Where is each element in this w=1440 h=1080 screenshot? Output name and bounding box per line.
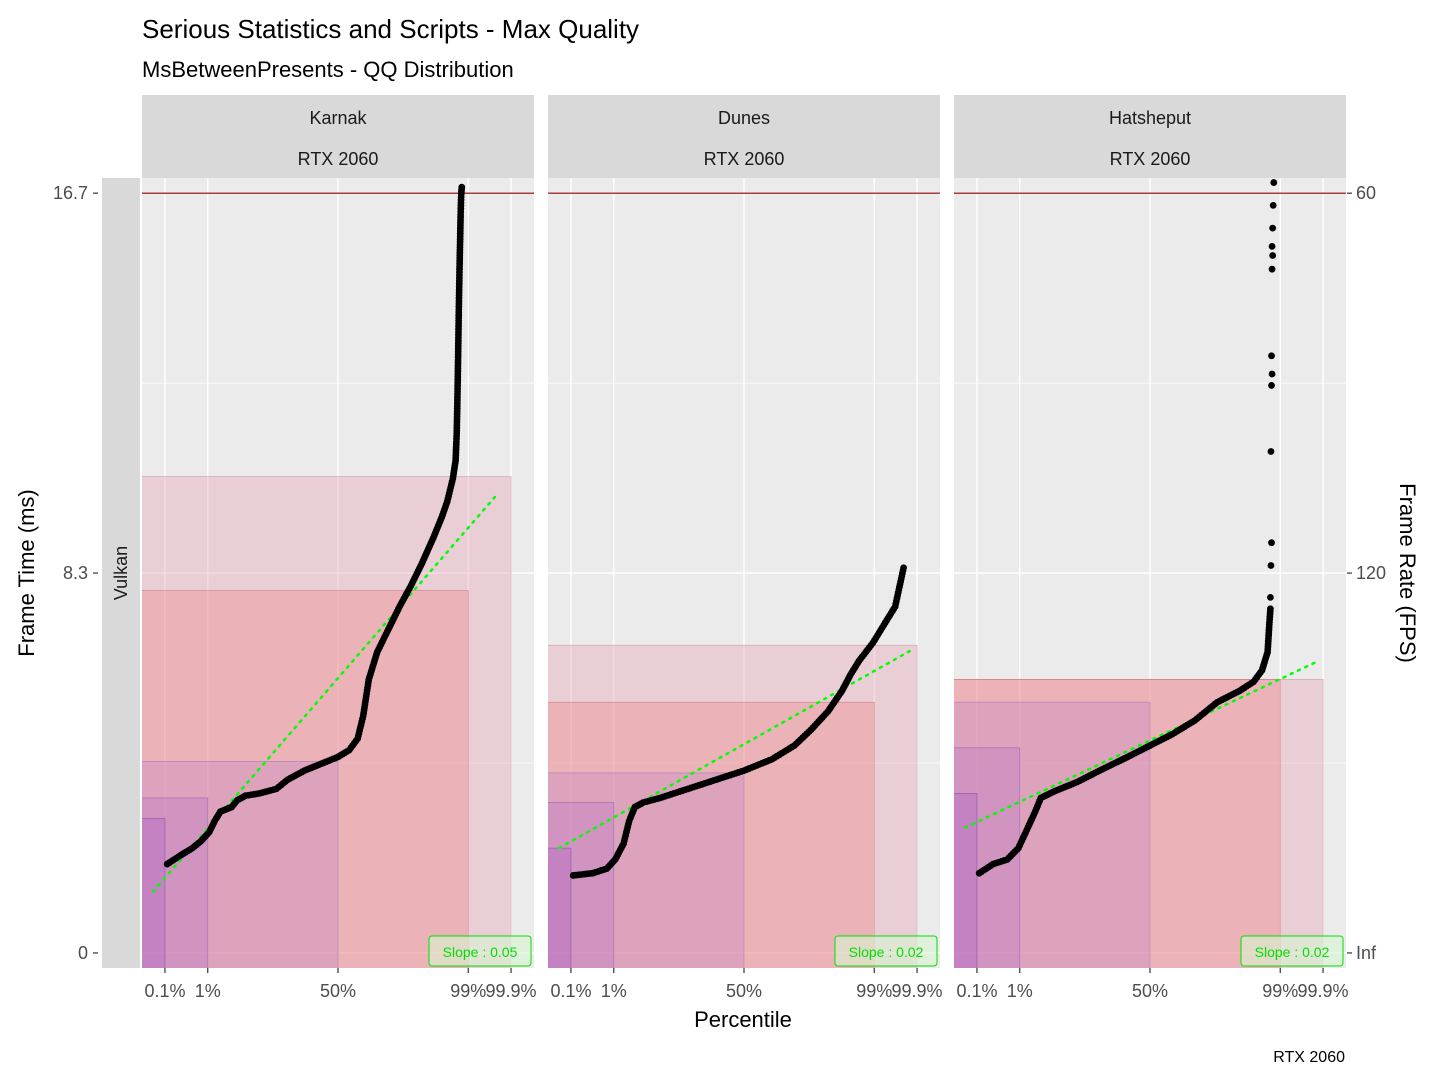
chart-caption: RTX 2060 <box>1273 1049 1345 1066</box>
quantile-rect-q999 <box>142 476 512 968</box>
quantile-rect-q50 <box>954 701 1151 968</box>
data-point <box>1269 252 1277 259</box>
quantile-rect-q99 <box>954 679 1281 968</box>
quantile-rect-q001 <box>954 793 978 968</box>
x-tick-label: 0.1% <box>956 981 997 1001</box>
data-point <box>1268 242 1276 250</box>
data-point <box>1268 382 1275 389</box>
facet-strip <box>142 95 534 178</box>
y-tick-label-right: Inf <box>1356 943 1377 963</box>
quantile-rect-q50 <box>548 772 745 968</box>
y-axis-label-left: Frame Time (ms) <box>14 489 39 656</box>
data-point <box>458 183 466 191</box>
facet-strip-gpu: RTX 2060 <box>298 149 379 169</box>
slope-label: Slope : 0.02 <box>849 944 924 960</box>
facet-panels: Vulkan 0 8.3 16.7 Inf 120 60 Karnak RTX 2060 Slop… <box>53 95 1386 1001</box>
panel-plot-area <box>954 179 1346 968</box>
data-point <box>1268 370 1276 378</box>
x-tick-label: 0.1% <box>550 981 591 1001</box>
x-tick-label: 99% <box>1262 981 1298 1001</box>
facet-strip-scene: Dunes <box>718 108 770 128</box>
x-tick-label: 1% <box>601 981 627 1001</box>
chart-title: Serious Statistics and Scripts - Max Qua… <box>142 14 639 44</box>
facet-strip-gpu: RTX 2060 <box>704 149 785 169</box>
data-point <box>1267 605 1274 613</box>
quantile-rect-q999 <box>548 644 918 968</box>
panel-plot-area <box>142 183 534 968</box>
y-tick-label-right: 60 <box>1356 183 1376 203</box>
slope-label-box <box>834 935 938 967</box>
data-point <box>1270 179 1278 186</box>
slope-label-box <box>1240 935 1344 967</box>
facet-strip <box>548 95 940 178</box>
row-strip <box>102 178 140 968</box>
facet-strip-scene: Hatsheput <box>1109 108 1191 128</box>
panel-plot-area <box>548 192 940 968</box>
x-tick-label: 99.9% <box>1298 981 1349 1001</box>
quantile-rect-q01 <box>548 802 615 968</box>
y-tick-label-left: 16.7 <box>53 183 88 203</box>
x-tick-label: 99.9% <box>486 981 537 1001</box>
data-point <box>900 564 907 572</box>
y-tick-label-right: 120 <box>1356 563 1386 583</box>
quantile-rect-q001 <box>142 818 166 968</box>
chart-subtitle: MsBetweenPresents - QQ Distribution <box>142 57 514 82</box>
quantile-rect-q999 <box>954 679 1324 968</box>
x-tick-label: 99% <box>856 981 892 1001</box>
panel-karnak: Karnak RTX 2060 Slope : 0.05 0.1% 1% 50% 99% 99… <box>142 95 537 1001</box>
x-tick-label: 99.9% <box>892 981 943 1001</box>
x-tick-label: 1% <box>195 981 221 1001</box>
quantile-rect-q99 <box>142 590 469 968</box>
x-tick-label: 0.1% <box>144 981 185 1001</box>
data-point <box>1268 352 1275 360</box>
slope-label-box <box>428 935 532 967</box>
data-point <box>1267 593 1274 601</box>
quantile-rect-q01 <box>142 797 209 968</box>
y-tick-label-left: 0 <box>78 943 88 963</box>
x-tick-label: 50% <box>1132 981 1168 1001</box>
facet-strip-gpu: RTX 2060 <box>1110 149 1191 169</box>
fit-line <box>557 648 914 850</box>
slope-label: Slope : 0.02 <box>1255 944 1330 960</box>
x-tick-label: 50% <box>726 981 762 1001</box>
data-point <box>1267 562 1275 569</box>
slope-label: Slope : 0.05 <box>443 944 518 960</box>
x-tick-label: 1% <box>1007 981 1033 1001</box>
x-tick-label: 50% <box>320 981 356 1001</box>
y-axis-label-right: Frame Rate (FPS) <box>1395 483 1420 663</box>
panel-dunes: Dunes RTX 2060 Slope : 0.02 0.1% 1% 50% 99% 99.… <box>548 95 943 1001</box>
data-point <box>1269 224 1277 232</box>
facet-strip <box>954 95 1346 178</box>
data-point <box>1268 539 1275 547</box>
data-point <box>1267 448 1275 455</box>
data-point <box>1269 201 1277 209</box>
panel-hatsheput: Hatsheput RTX 2060 Slope : 0.02 0.1% 1% 50% 99… <box>954 95 1349 1001</box>
x-axis-label: Percentile <box>694 1007 792 1032</box>
fit-line <box>963 659 1320 829</box>
x-tick-label: 99% <box>450 981 486 1001</box>
y-tick-label-left: 8.3 <box>63 563 88 583</box>
quantile-rect-q001 <box>548 847 572 968</box>
data-point <box>1268 265 1276 273</box>
quantile-rect-q99 <box>548 701 875 968</box>
row-strip-label: Vulkan <box>111 546 131 600</box>
facet-strip-scene: Karnak <box>309 108 367 128</box>
